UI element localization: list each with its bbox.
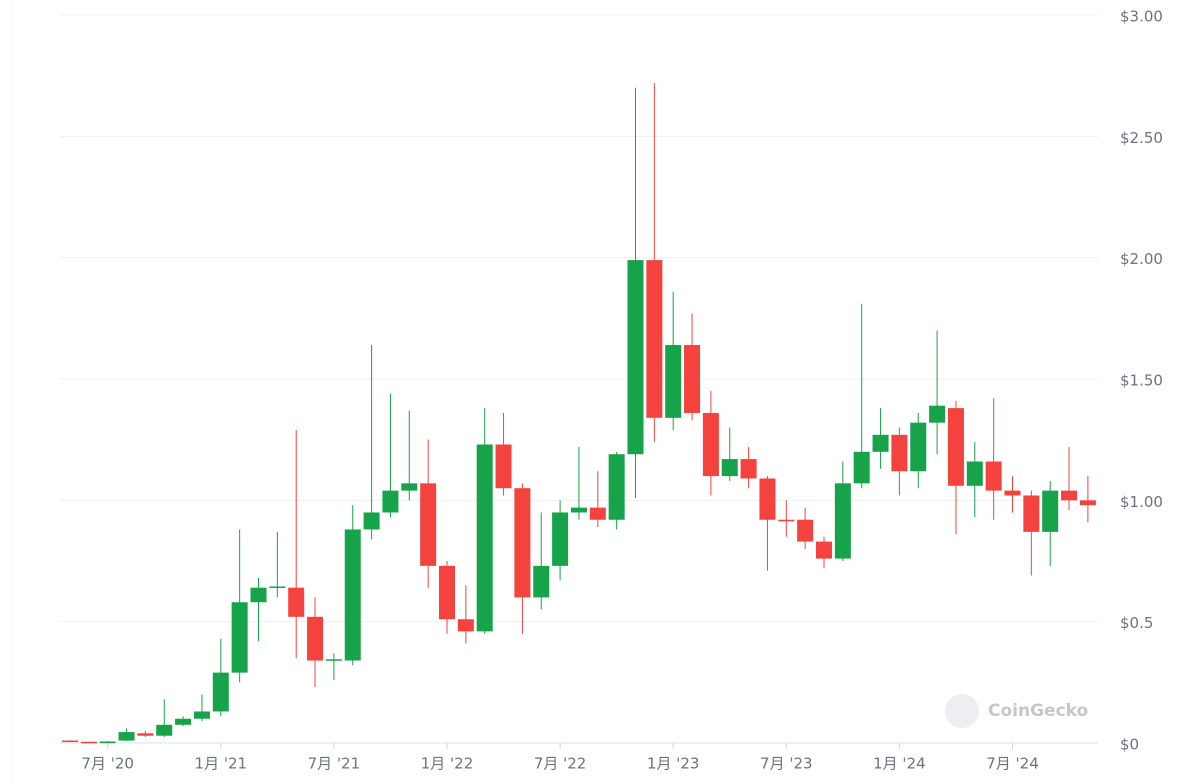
candle-body xyxy=(231,602,248,673)
candle-body xyxy=(288,587,305,617)
x-tick-label: 1月 '21 xyxy=(195,755,248,773)
candle-body xyxy=(401,483,418,491)
candle-body xyxy=(966,461,983,486)
y-tick-label: $1.50 xyxy=(1120,372,1163,390)
candle-body xyxy=(910,422,927,472)
y-tick-label: $2.50 xyxy=(1120,129,1163,147)
candle-body xyxy=(193,711,210,719)
candle-body xyxy=(476,444,493,632)
candle-body xyxy=(929,405,946,423)
x-tick-label: 7月 '20 xyxy=(81,755,134,773)
candle-body xyxy=(778,519,795,522)
candle-body xyxy=(62,740,78,743)
candle-body xyxy=(552,512,569,566)
candle-body xyxy=(570,507,587,513)
candle-body xyxy=(646,260,663,418)
watermark-logo xyxy=(945,694,979,728)
x-tick-label: 7月 '23 xyxy=(760,755,813,773)
candle-body xyxy=(514,488,531,598)
candle-body xyxy=(1079,500,1096,506)
candle-body xyxy=(1042,490,1059,532)
candle-body xyxy=(853,451,870,484)
candle-body xyxy=(797,519,814,542)
candle-body xyxy=(740,459,757,479)
candle-body xyxy=(627,260,644,455)
candle-body xyxy=(137,733,154,736)
candle-body xyxy=(439,565,455,620)
candle-body xyxy=(985,461,1002,491)
candle-body xyxy=(891,434,908,472)
candle-body xyxy=(118,732,135,741)
y-tick-label: $0.5 xyxy=(1120,614,1153,632)
candle-body xyxy=(1004,490,1021,496)
candle-body xyxy=(759,478,776,520)
candle-body xyxy=(344,529,361,661)
watermark: CoinGecko xyxy=(988,701,1088,721)
y-tick-label: $3.00 xyxy=(1120,8,1163,26)
candle-body xyxy=(457,619,474,632)
candle-body xyxy=(721,459,738,477)
candle-body xyxy=(608,454,625,520)
candle-body xyxy=(834,483,851,559)
candle-body xyxy=(212,672,229,712)
candle-body xyxy=(363,512,380,530)
candle-body xyxy=(156,724,173,736)
candle-body xyxy=(269,586,286,588)
candle-body xyxy=(495,444,512,489)
candle-body xyxy=(1023,495,1040,532)
candle-body xyxy=(80,741,97,744)
x-tick-label: 1月 '22 xyxy=(421,755,474,773)
y-tick-label: $2.00 xyxy=(1120,250,1163,268)
x-tick-label: 1月 '24 xyxy=(873,755,926,773)
candle-body xyxy=(250,587,267,603)
y-tick-label: $0 xyxy=(1120,736,1139,754)
x-tick-label: 7月 '21 xyxy=(308,755,361,773)
x-tick-label: 7月 '22 xyxy=(534,755,587,773)
candle-body xyxy=(816,541,832,559)
candle-body xyxy=(872,434,889,452)
candle-body xyxy=(325,659,342,661)
candle-body xyxy=(99,741,116,744)
candle-body xyxy=(947,408,964,486)
x-tick-label: 7月 '24 xyxy=(986,755,1039,773)
candle-body xyxy=(665,345,682,418)
x-tick-label: 1月 '23 xyxy=(647,755,700,773)
candle-body xyxy=(420,483,437,566)
candle-body xyxy=(307,616,324,661)
y-tick-label: $1.00 xyxy=(1120,493,1163,511)
candle-body xyxy=(589,507,606,520)
candle-body xyxy=(382,490,399,513)
candle-body xyxy=(702,412,719,477)
candle-body xyxy=(1061,490,1078,501)
candle-body xyxy=(684,345,701,413)
candle-body xyxy=(533,565,550,598)
candle-body xyxy=(175,718,192,725)
